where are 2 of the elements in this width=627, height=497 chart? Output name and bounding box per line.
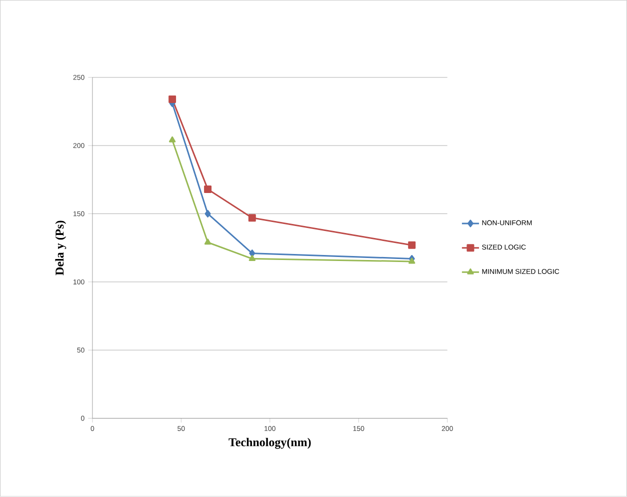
x-axis-title: Technology(nm) [228, 438, 311, 449]
y-axis-title: Dela y (Ps) [55, 220, 66, 276]
